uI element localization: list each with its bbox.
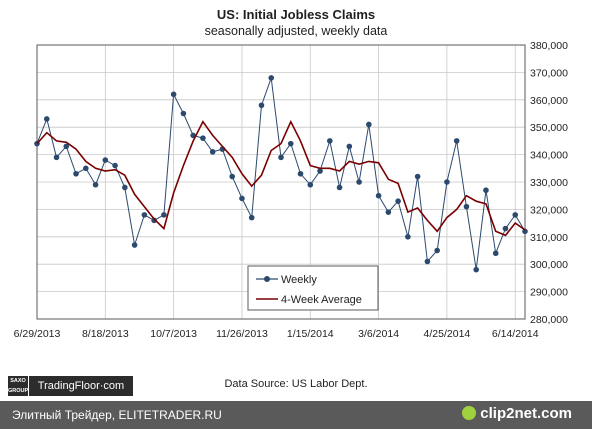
series-weekly xyxy=(34,75,528,273)
data-source-note: Data Source: US Labor Dept. xyxy=(224,378,367,390)
legend-weekly-marker xyxy=(264,276,270,282)
x-tick-label: 11/26/2013 xyxy=(216,328,268,340)
weekly-point xyxy=(200,135,206,141)
x-tick-label: 4/25/2014 xyxy=(424,328,471,340)
weekly-point xyxy=(180,110,187,117)
x-tick-label: 6/29/2013 xyxy=(14,328,61,340)
weekly-point xyxy=(307,181,314,188)
weekly-point xyxy=(278,154,284,161)
weekly-point xyxy=(92,181,99,188)
y-tick-label: 310,000 xyxy=(530,232,568,244)
weekly-point xyxy=(297,170,304,177)
weekly-point xyxy=(375,192,382,199)
clip2net-logo: clip2net.com xyxy=(462,405,572,422)
x-axis-tick-labels: 6/29/2013 8/18/2013 10/7/2013 11/26/2013 1/1… xyxy=(14,328,539,340)
y-tick-label: 300,000 xyxy=(530,259,568,271)
chart-subtitle: seasonally adjusted, weekly data xyxy=(205,24,388,38)
weekly-point xyxy=(112,162,118,169)
weekly-point xyxy=(405,234,411,240)
weekly-point xyxy=(346,143,353,150)
y-axis-tick-labels: 280,000 290,000 300,000 310,000 320,000 330,0… xyxy=(530,40,568,326)
x-tick-label: 3/6/2014 xyxy=(358,328,399,340)
chart-title: US: Initial Jobless Claims xyxy=(217,7,375,22)
y-tick-label: 380,000 xyxy=(530,40,568,52)
clip2net-dot-icon xyxy=(462,406,477,420)
legend-weekly-label: Weekly xyxy=(281,274,317,286)
y-tick-label: 370,000 xyxy=(530,67,568,79)
y-tick-label: 360,000 xyxy=(530,95,568,107)
legend: Weekly 4-Week Average xyxy=(247,265,379,311)
footer-bar: Элитный Трейдер, ELITETRADER.RU clip2net… xyxy=(0,401,592,429)
weekly-point xyxy=(434,247,440,254)
weekly-point xyxy=(239,195,245,202)
legend-box xyxy=(247,265,379,311)
saxo-group-logo: SAXO GROUP xyxy=(8,376,29,396)
weekly-point xyxy=(317,168,323,174)
legend-average-label: 4-Week Average xyxy=(281,294,362,306)
weekly-point xyxy=(483,187,489,194)
weekly-point xyxy=(83,165,89,172)
y-tick-label: 280,000 xyxy=(530,314,568,326)
weekly-point xyxy=(463,203,470,210)
weekly-point xyxy=(161,212,167,218)
weekly-point xyxy=(424,258,431,265)
weekly-point xyxy=(395,198,401,204)
y-tick-label: 340,000 xyxy=(530,150,568,162)
weekly-point xyxy=(229,173,235,180)
weekly-point xyxy=(444,179,450,185)
y-tick-label: 350,000 xyxy=(530,122,568,134)
x-tick-label: 6/14/2014 xyxy=(492,328,539,340)
weekly-point xyxy=(385,209,392,215)
series-4-week-average xyxy=(36,119,526,237)
weekly-point xyxy=(63,143,70,150)
weekly-point xyxy=(151,217,157,224)
weekly-point xyxy=(336,184,343,191)
weekly-point xyxy=(141,212,148,218)
weekly-point xyxy=(73,170,79,177)
weekly-point xyxy=(473,266,480,273)
weekly-point xyxy=(170,91,177,98)
weekly-point xyxy=(53,154,60,161)
weekly-point xyxy=(366,121,372,128)
footer-watermark-text: Элитный Трейдер, ELITETRADER.RU xyxy=(12,408,222,422)
weekly-point xyxy=(43,116,50,122)
weekly-point xyxy=(122,184,128,191)
average-line xyxy=(36,119,526,237)
weekly-point xyxy=(453,138,460,144)
plot-area-frame xyxy=(36,44,526,320)
weekly-point xyxy=(522,228,528,235)
x-tick-label: 8/18/2013 xyxy=(82,328,129,340)
weekly-line xyxy=(36,77,526,270)
weekly-point xyxy=(492,250,499,257)
weekly-point xyxy=(102,157,109,163)
weekly-point xyxy=(414,173,421,180)
weekly-point xyxy=(268,75,275,81)
weekly-point xyxy=(327,138,333,144)
weekly-point xyxy=(209,149,216,155)
y-tick-label: 320,000 xyxy=(530,204,568,216)
weekly-point xyxy=(512,212,519,218)
weekly-point xyxy=(356,179,362,185)
y-tick-label: 330,000 xyxy=(530,177,568,189)
weekly-point xyxy=(287,140,294,147)
x-tick-label: 1/15/2014 xyxy=(287,328,334,340)
weekly-point xyxy=(258,102,265,109)
weekly-point xyxy=(248,214,255,221)
y-tick-label: 290,000 xyxy=(530,287,568,299)
weekly-point xyxy=(502,225,509,232)
weekly-point xyxy=(131,242,138,248)
x-tick-label: 10/7/2013 xyxy=(150,328,197,340)
tradingfloor-logo: TradingFloor·com xyxy=(29,376,133,396)
